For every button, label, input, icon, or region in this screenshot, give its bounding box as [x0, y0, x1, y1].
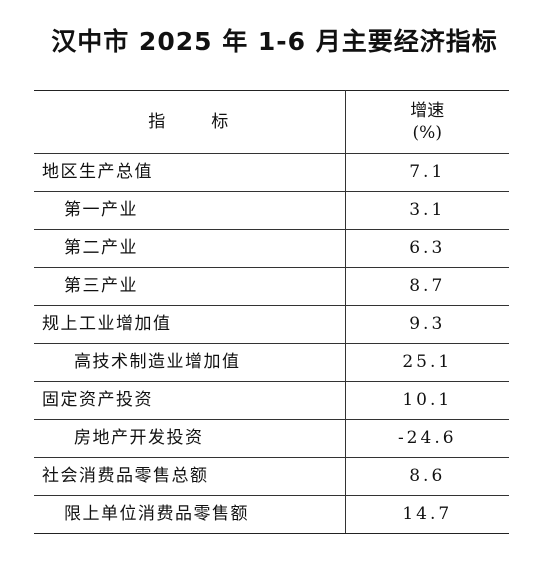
row-label: 限上单位消费品零售额 [34, 495, 346, 534]
table-row: 房地产开发投资 -24.6 [34, 419, 509, 458]
table-row: 固定资产投资 10.1 [34, 381, 509, 420]
header-rate-unit: (%) [412, 123, 442, 143]
header-indicator-char-1: 指 [148, 111, 168, 132]
header-indicator: 指标 [34, 90, 346, 154]
row-label: 社会消费品零售总额 [34, 457, 346, 496]
table-row: 第一产业 3.1 [34, 191, 509, 230]
row-value: 3.1 [345, 191, 509, 230]
row-label: 高技术制造业增加值 [34, 343, 346, 382]
table-header-row: 指标 增速 (%) [34, 90, 509, 154]
table-row: 第三产业 8.7 [34, 267, 509, 306]
indicators-table: 指标 增速 (%) 地区生产总值 7.1 第一产业 3.1 第二产业 6.3 第… [34, 90, 509, 534]
table-row: 规上工业增加值 9.3 [34, 305, 509, 344]
header-indicator-char-2: 标 [211, 111, 231, 132]
table-row: 第二产业 6.3 [34, 229, 509, 268]
table-row: 地区生产总值 7.1 [34, 153, 509, 192]
row-value: 8.6 [345, 457, 509, 496]
row-value: 6.3 [345, 229, 509, 268]
table-row: 限上单位消费品零售额 14.7 [34, 495, 509, 534]
row-value: 8.7 [345, 267, 509, 306]
row-value: 10.1 [345, 381, 509, 420]
header-growth-rate: 增速 (%) [345, 90, 509, 154]
row-value: 7.1 [345, 153, 509, 192]
row-value: 25.1 [345, 343, 509, 382]
row-label: 第二产业 [34, 229, 346, 268]
table-row: 高技术制造业增加值 25.1 [34, 343, 509, 382]
row-label: 固定资产投资 [34, 381, 346, 420]
row-label: 第三产业 [34, 267, 346, 306]
row-label: 第一产业 [34, 191, 346, 230]
page-title: 汉中市 2025 年 1-6 月主要经济指标 [51, 27, 498, 56]
row-label: 规上工业增加值 [34, 305, 346, 344]
header-rate-label: 增速 [410, 101, 445, 121]
row-label: 房地产开发投资 [34, 419, 346, 458]
table-row: 社会消费品零售总额 8.6 [34, 457, 509, 496]
row-label: 地区生产总值 [34, 153, 346, 192]
row-value: -24.6 [345, 419, 509, 458]
row-value: 9.3 [345, 305, 509, 344]
row-value: 14.7 [345, 495, 509, 534]
